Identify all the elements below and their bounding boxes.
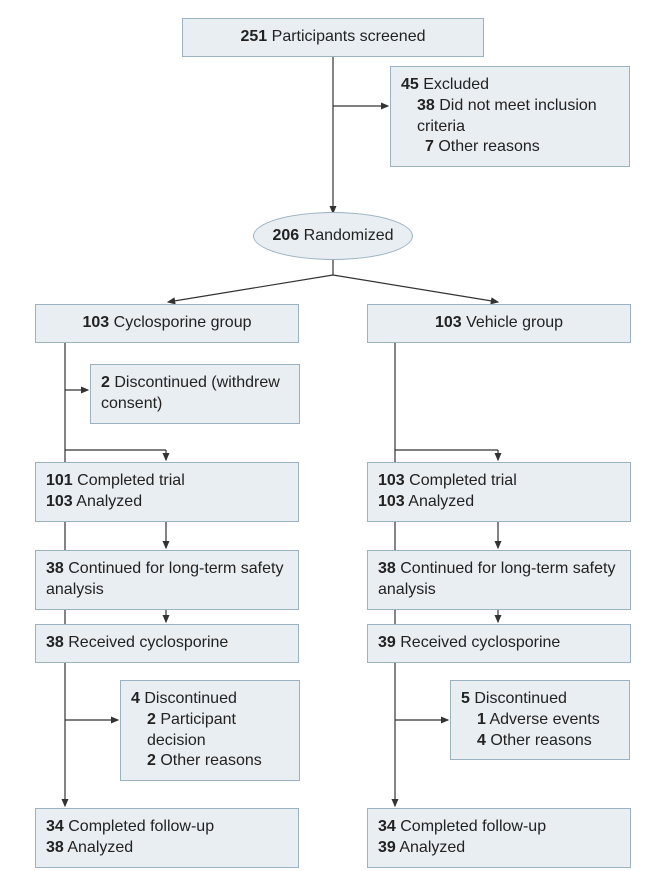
box-left-received: 38 Received cyclosporine: [35, 624, 299, 663]
box-left-followup: 34 Completed follow-up 38 Analyzed: [35, 808, 299, 868]
n-screened: 251: [240, 28, 267, 45]
box-screened: 251 Participants screened: [182, 18, 484, 57]
box-left-disc1: 2 Discontinued (withdrew consent): [90, 364, 300, 424]
label-excluded: Excluded: [423, 76, 489, 93]
box-right-disc2: 5 Discontinued 1 Adverse events 4 Other …: [450, 680, 630, 760]
box-right-completed: 103 Completed trial 103 Analyzed: [367, 462, 631, 522]
label-screened: Participants screened: [272, 28, 426, 45]
box-left-longterm: 38 Continued for long-term safety analys…: [35, 550, 299, 610]
box-right-longterm: 38 Continued for long-term safety analys…: [367, 550, 631, 610]
box-right-received: 39 Received cyclosporine: [367, 624, 631, 663]
flowchart-canvas: 251 Participants screened 45 Excluded 38…: [0, 0, 666, 871]
n-excluded: 45: [401, 76, 419, 93]
box-right-group: 103 Vehicle group: [367, 304, 631, 343]
box-right-followup: 34 Completed follow-up 39 Analyzed: [367, 808, 631, 868]
box-left-disc2: 4 Discontinued 2 Participant decision 2 …: [120, 680, 300, 781]
box-left-group: 103 Cyclosporine group: [35, 304, 299, 343]
box-excluded: 45 Excluded 38 Did not meet inclusion cr…: [390, 66, 630, 167]
box-left-completed: 101 Completed trial 103 Analyzed: [35, 462, 299, 522]
label-randomized: Randomized: [304, 227, 394, 244]
ellipse-randomized: 206 Randomized: [253, 212, 413, 260]
n-randomized: 206: [273, 227, 300, 244]
